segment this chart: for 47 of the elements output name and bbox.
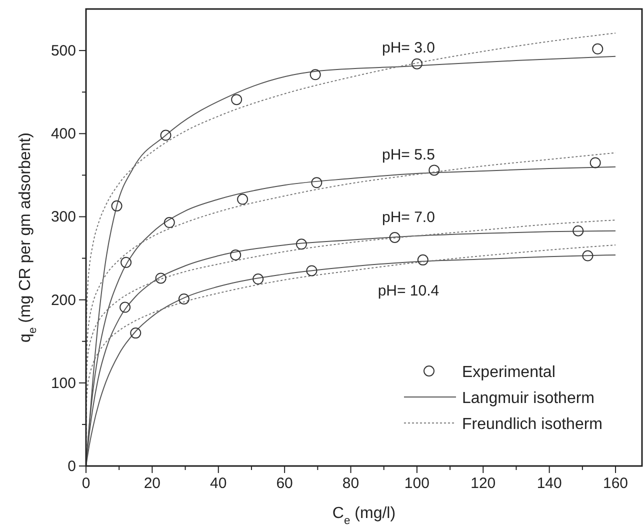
point — [155, 272, 166, 284]
y-tick-label: 400 — [50, 126, 76, 143]
point — [178, 293, 190, 304]
point — [311, 177, 322, 188]
point — [310, 69, 321, 80]
annotation: pH= 5.5 — [382, 146, 435, 164]
point — [252, 274, 264, 285]
point — [130, 328, 142, 339]
point — [296, 238, 307, 250]
annotation: pH= 7.0 — [382, 208, 435, 226]
legend-label: Experimental — [462, 364, 556, 381]
legend-label: Langmuir isotherm — [462, 390, 594, 407]
point — [428, 164, 440, 176]
x-tick-label: 140 — [536, 475, 562, 492]
point — [160, 130, 172, 141]
point — [120, 256, 132, 268]
point — [164, 217, 175, 228]
x-tick-label: 20 — [144, 475, 161, 492]
point — [590, 157, 601, 168]
x-tick-label: 40 — [210, 475, 227, 492]
annotation: pH= 10.4 — [378, 282, 440, 300]
x-axis-title: C$_{e}$ (mg/l) — [332, 505, 396, 527]
point — [572, 225, 584, 236]
point — [306, 265, 318, 276]
y-tick-label: 500 — [50, 42, 76, 60]
point — [231, 94, 242, 106]
x-tick-label: 160 — [603, 475, 628, 492]
x-tick-label: 120 — [470, 475, 496, 492]
point — [411, 58, 422, 70]
point — [417, 254, 428, 266]
point — [237, 194, 248, 205]
y-tick-label: 0 — [68, 458, 76, 475]
point — [389, 232, 400, 243]
point — [592, 43, 604, 54]
annotation: pH= 3.0 — [382, 39, 435, 56]
x-tick-label: 100 — [404, 475, 430, 492]
point — [111, 200, 122, 212]
point — [582, 250, 594, 262]
x-tick-label: 0 — [82, 475, 90, 492]
y-tick-label: 200 — [50, 292, 76, 309]
point — [120, 302, 131, 313]
x-tick-label: 60 — [276, 475, 293, 492]
legend-label: Freundlich isotherm — [462, 416, 602, 433]
point — [230, 249, 242, 260]
y-tick-label: 100 — [50, 374, 76, 392]
x-tick-label: 80 — [342, 475, 360, 492]
y-tick-label: 300 — [50, 208, 76, 226]
